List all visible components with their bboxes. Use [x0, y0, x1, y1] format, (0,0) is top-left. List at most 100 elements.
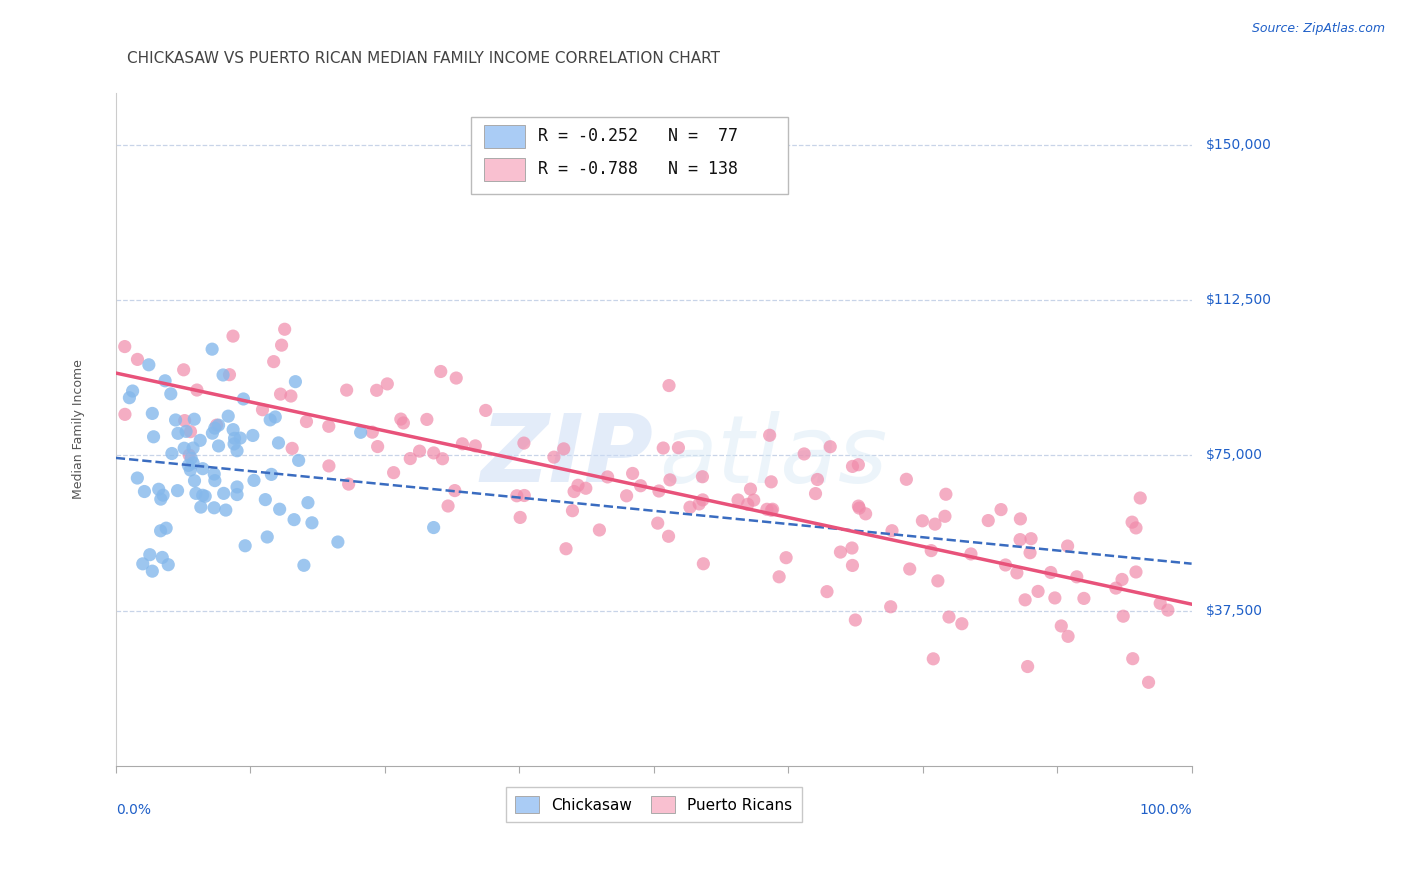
Point — [166, 483, 188, 498]
Point — [927, 574, 949, 588]
Point — [688, 497, 710, 511]
Point — [127, 471, 149, 485]
Point — [1073, 591, 1095, 606]
Point — [179, 448, 201, 462]
Point — [464, 439, 486, 453]
Point — [562, 484, 585, 499]
Point — [1105, 581, 1128, 595]
Point — [474, 403, 496, 417]
Text: 0.0%: 0.0% — [115, 803, 150, 817]
Point — [1017, 659, 1039, 673]
Point — [848, 501, 870, 516]
Point — [658, 473, 681, 487]
Point — [366, 384, 388, 398]
Point — [543, 450, 565, 465]
Point — [297, 496, 319, 510]
Point — [855, 507, 877, 521]
Point — [382, 466, 405, 480]
Point — [389, 412, 412, 426]
Point — [1014, 592, 1036, 607]
Point — [202, 467, 225, 481]
Point — [509, 510, 531, 524]
Point — [561, 504, 583, 518]
Point — [292, 558, 315, 573]
Point — [737, 497, 759, 511]
FancyBboxPatch shape — [484, 125, 524, 148]
Point — [167, 426, 190, 441]
Point — [934, 509, 956, 524]
Point — [179, 463, 201, 477]
Point — [1122, 651, 1144, 665]
Point — [990, 502, 1012, 516]
Point — [742, 493, 765, 508]
Point — [898, 562, 921, 576]
Point — [181, 456, 204, 470]
Point — [260, 467, 283, 482]
Point — [212, 486, 235, 500]
Point — [127, 352, 149, 367]
Point — [630, 479, 652, 493]
Point — [761, 503, 783, 517]
Text: 100.0%: 100.0% — [1139, 803, 1192, 817]
Point — [204, 421, 226, 435]
Point — [132, 557, 155, 571]
Point — [652, 441, 675, 455]
Point — [1043, 591, 1066, 605]
Point — [513, 488, 536, 502]
Point — [841, 558, 863, 573]
Point — [513, 436, 536, 450]
Point — [153, 374, 176, 388]
Point — [596, 470, 619, 484]
Point — [361, 425, 384, 439]
Point — [139, 548, 162, 562]
Point — [269, 502, 291, 516]
Point — [181, 441, 204, 455]
Text: atlas: atlas — [659, 411, 887, 502]
Point — [149, 492, 172, 507]
Point — [755, 502, 778, 516]
Text: $75,000: $75,000 — [1205, 449, 1263, 462]
Point — [256, 530, 278, 544]
Point — [1019, 532, 1042, 546]
Point — [141, 406, 163, 420]
Point — [280, 389, 302, 403]
Point — [252, 402, 274, 417]
Point — [173, 363, 195, 377]
Point — [567, 478, 589, 492]
Point — [648, 483, 671, 498]
Point — [879, 599, 901, 614]
Point — [215, 503, 238, 517]
Legend: Chickasaw, Puerto Ricans: Chickasaw, Puerto Ricans — [506, 787, 801, 822]
Point — [174, 425, 197, 439]
Point — [229, 431, 252, 445]
Point — [270, 338, 292, 352]
Point — [287, 453, 309, 467]
Point — [422, 446, 444, 460]
Point — [848, 458, 870, 472]
Point — [138, 358, 160, 372]
Point — [259, 413, 281, 427]
Point — [841, 459, 863, 474]
Point — [1125, 565, 1147, 579]
Point — [173, 414, 195, 428]
Point — [183, 412, 205, 426]
Point — [960, 547, 983, 561]
Point — [848, 499, 870, 513]
Point — [818, 440, 841, 454]
Point — [806, 473, 828, 487]
Point — [201, 342, 224, 356]
Point — [191, 488, 214, 502]
Point — [1039, 566, 1062, 580]
Point — [896, 472, 918, 486]
Point — [621, 467, 644, 481]
Point — [830, 545, 852, 559]
Point — [443, 483, 465, 498]
Point — [692, 492, 714, 507]
Point — [444, 371, 467, 385]
Point — [804, 486, 827, 500]
Point — [555, 541, 578, 556]
Point — [205, 418, 228, 433]
Point — [263, 354, 285, 368]
Point — [1112, 609, 1135, 624]
Text: $150,000: $150,000 — [1205, 138, 1271, 152]
